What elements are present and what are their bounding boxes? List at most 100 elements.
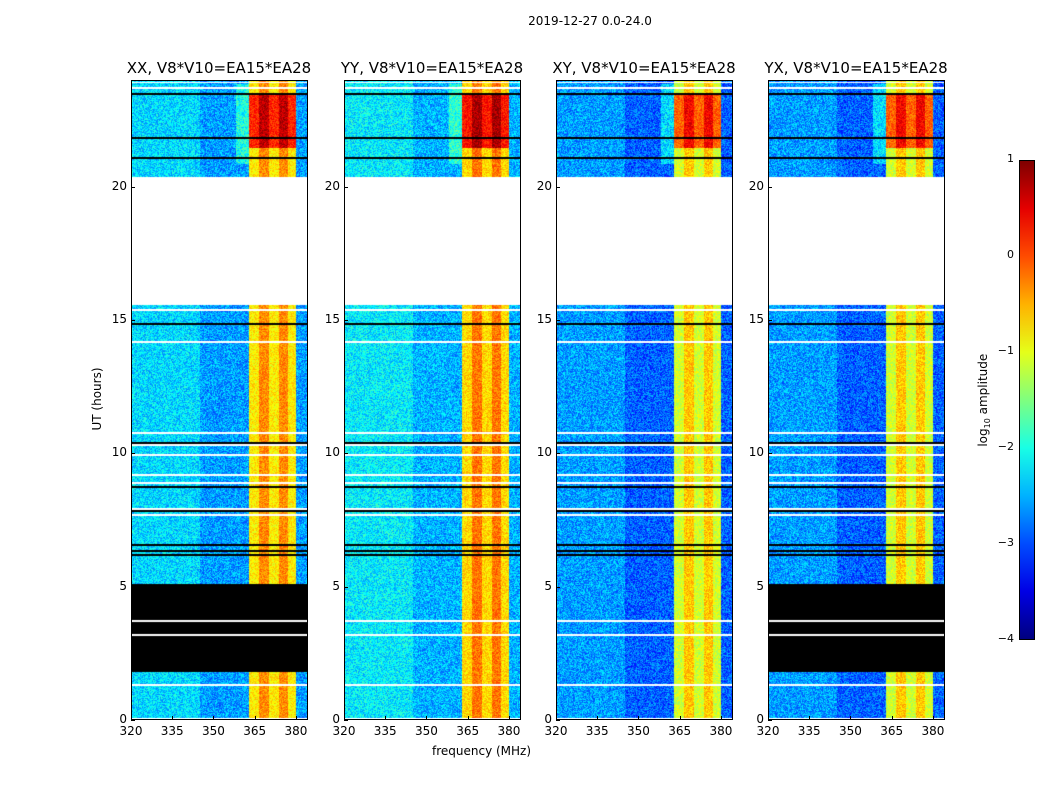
waterfall-panel [768, 80, 945, 720]
y-tick-label: 15 [324, 312, 340, 326]
x-tick-label: 320 [544, 724, 568, 738]
x-tick-label: 335 [373, 724, 397, 738]
x-tick-mark [809, 716, 811, 720]
y-tick-label: 15 [536, 312, 552, 326]
x-tick-mark [254, 716, 256, 720]
x-tick-mark [720, 716, 722, 720]
colorbar-tick-label: 1 [1007, 152, 1014, 165]
waterfall-panel [344, 80, 521, 720]
y-tick-mark [131, 586, 135, 588]
waterfall-heatmap [345, 81, 520, 719]
y-tick-mark [344, 186, 348, 188]
y-tick-label: 10 [324, 445, 340, 460]
y-tick-label: 15 [111, 312, 127, 326]
x-tick-label: 380 [921, 724, 945, 738]
x-tick-label: 335 [585, 724, 609, 738]
y-tick-mark [344, 320, 348, 321]
y-tick-label: 5 [756, 578, 764, 593]
x-tick-mark [638, 716, 640, 720]
x-tick-mark [891, 716, 893, 720]
panel-title: YX, V8*V10=EA15*EA28 [764, 59, 948, 77]
y-tick-mark [768, 320, 772, 321]
waterfall-heatmap [132, 81, 307, 719]
x-tick-label: 365 [880, 724, 904, 738]
y-tick-label: 0 [332, 712, 340, 726]
colorbar-tick-label: −3 [997, 536, 1014, 549]
waterfall-heatmap [769, 81, 944, 719]
x-tick-mark [679, 716, 681, 720]
x-tick-label: 335 [160, 724, 184, 738]
x-tick-mark [467, 716, 469, 720]
y-tick-label: 0 [544, 712, 552, 726]
colorbar-label: log10 amplitude [975, 353, 993, 447]
y-tick-label: 20 [748, 178, 764, 193]
y-tick-mark [768, 453, 772, 455]
x-tick-mark [508, 716, 510, 720]
panel-title: YY, V8*V10=EA15*EA28 [340, 59, 524, 77]
y-tick-mark [556, 186, 560, 188]
y-tick-mark [131, 320, 135, 321]
y-tick-label: 0 [119, 712, 127, 726]
x-tick-label: 380 [284, 724, 308, 738]
y-tick-label: 15 [748, 312, 764, 326]
x-tick-label: 350 [415, 724, 438, 738]
y-tick-mark [556, 320, 560, 321]
x-tick-label: 380 [497, 724, 521, 738]
y-tick-mark [556, 720, 560, 721]
y-tick-mark [131, 720, 135, 721]
x-axis-label: frequency (MHz) [432, 744, 532, 758]
x-tick-mark [385, 716, 387, 720]
x-tick-mark [344, 716, 345, 720]
x-tick-label: 320 [756, 724, 780, 738]
x-tick-label: 365 [668, 724, 692, 738]
colorbar-tick-label: −4 [997, 632, 1014, 645]
y-tick-mark [556, 586, 560, 588]
y-tick-label: 5 [544, 578, 552, 593]
colorbar-tick-label: −2 [997, 440, 1014, 453]
x-tick-label: 335 [797, 724, 821, 738]
colorbar [1019, 160, 1035, 640]
panel-title: XY, V8*V10=EA15*EA28 [552, 59, 736, 77]
y-tick-mark [344, 453, 348, 455]
x-tick-mark [295, 716, 297, 720]
y-tick-label: 10 [536, 445, 552, 460]
waterfall-heatmap [557, 81, 732, 719]
x-tick-mark [850, 716, 852, 720]
x-tick-mark [131, 716, 132, 720]
x-tick-label: 350 [627, 724, 650, 738]
y-tick-label: 10 [748, 445, 764, 460]
y-tick-mark [768, 186, 772, 188]
y-tick-mark [344, 586, 348, 588]
x-tick-mark [768, 716, 769, 720]
panel-title: XX, V8*V10=EA15*EA28 [126, 59, 312, 77]
x-tick-label: 365 [456, 724, 480, 738]
y-tick-label: 20 [324, 178, 340, 193]
x-tick-label: 320 [119, 724, 143, 738]
x-tick-mark [426, 716, 428, 720]
y-tick-label: 20 [536, 178, 552, 193]
x-tick-mark [556, 716, 557, 720]
y-tick-label: 20 [111, 178, 127, 193]
y-tick-label: 10 [111, 445, 127, 460]
colorbar-tick-label: 0 [1007, 248, 1014, 261]
y-tick-mark [768, 586, 772, 588]
x-tick-mark [172, 716, 174, 720]
waterfall-panel [556, 80, 733, 720]
x-tick-label: 320 [332, 724, 356, 738]
x-tick-label: 350 [839, 724, 862, 738]
y-tick-label: 0 [756, 712, 764, 726]
y-tick-mark [556, 453, 560, 455]
x-tick-label: 365 [243, 724, 267, 738]
waterfall-panel [131, 80, 308, 720]
x-tick-label: 380 [709, 724, 733, 738]
y-tick-mark [131, 453, 135, 455]
y-tick-label: 5 [332, 578, 340, 593]
y-tick-mark [131, 186, 135, 188]
y-tick-mark [344, 720, 348, 721]
figure-title: 2019-12-27 0.0-24.0 [528, 14, 652, 28]
x-tick-label: 350 [202, 724, 225, 738]
y-tick-mark [768, 720, 772, 721]
x-tick-mark [932, 716, 934, 720]
x-tick-mark [597, 716, 599, 720]
